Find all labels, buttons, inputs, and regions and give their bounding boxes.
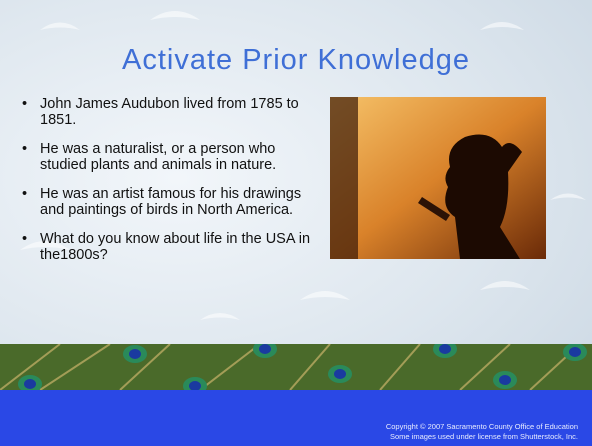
slide: Activate Prior Knowledge John James Audu… bbox=[0, 0, 592, 446]
bullet: What do you know about life in the USA i… bbox=[22, 231, 312, 263]
bullet: He was an artist famous for his drawings… bbox=[22, 186, 312, 218]
bullet: He was a naturalist, or a person who stu… bbox=[22, 141, 312, 173]
bullet-list: John James Audubon lived from 1785 to 18… bbox=[22, 96, 312, 276]
slide-title: Activate Prior Knowledge bbox=[0, 44, 592, 77]
bullet: John James Audubon lived from 1785 to 18… bbox=[22, 96, 312, 128]
copyright: Copyright © 2007 Sacramento County Offic… bbox=[386, 422, 578, 431]
image-credit: Some images used under license from Shut… bbox=[390, 432, 578, 441]
photo bbox=[330, 97, 546, 259]
peacock-strip bbox=[0, 344, 592, 390]
footer-bar: Copyright © 2007 Sacramento County Offic… bbox=[0, 390, 592, 446]
